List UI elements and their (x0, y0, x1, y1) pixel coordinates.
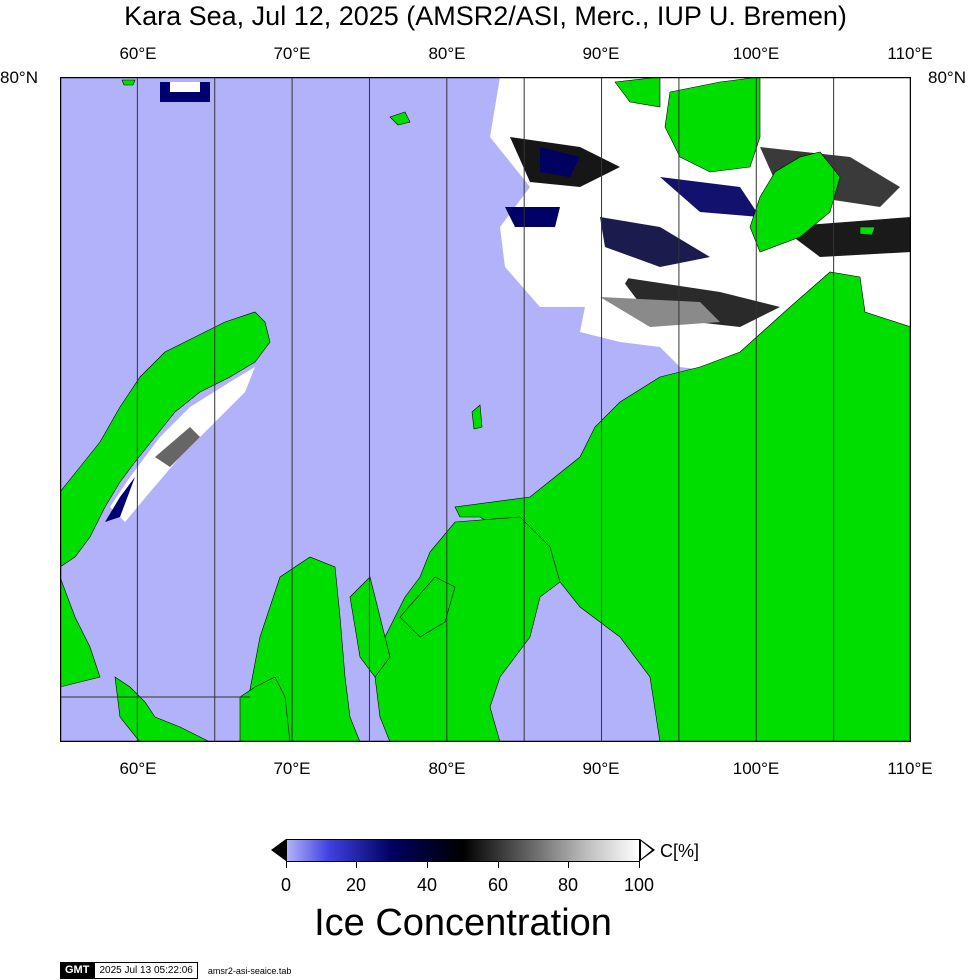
footer: GMT 2025 Jul 13 05:22:06 amsr2-asi-seaic… (60, 962, 291, 979)
timestamp: 2025 Jul 13 05:22:06 (94, 962, 198, 979)
graticule (136, 77, 911, 742)
colorbar-high-arrow-fill (641, 841, 652, 859)
gmt-logo: GMT (60, 962, 95, 979)
colorbar (286, 839, 640, 862)
bottom-lon-label-60: 60°E (119, 759, 157, 778)
colorbar-label-40: 40 (416, 875, 438, 895)
colorbar-label-20: 20 (345, 875, 367, 895)
land-layer (60, 77, 911, 742)
colorbar-tick (356, 862, 357, 868)
colorbar-tick (498, 862, 499, 868)
map-border (60, 77, 911, 742)
colorbar-label-0: 0 (280, 875, 292, 895)
map-frame (60, 77, 911, 742)
colorbar-tick (568, 862, 569, 868)
colorbar-unit: C[%] (660, 841, 700, 861)
lat-label-left: 80°N (0, 68, 38, 87)
top-lon-label-100: 100°E (732, 44, 780, 63)
colorbar-label-100: 100 (623, 875, 655, 895)
colorbar-tick (427, 862, 428, 868)
bottom-lon-label-90: 90°E (582, 759, 620, 778)
colorbar-tick (286, 862, 287, 868)
colorbar-tick (639, 862, 640, 868)
ice-map (60, 77, 911, 742)
top-lon-label-90: 90°E (582, 44, 620, 63)
legend-title: Ice Concentration (314, 902, 612, 944)
top-lon-label-70: 70°E (273, 44, 311, 63)
bottom-lon-label-110: 110°E (887, 759, 933, 778)
top-lon-label-110: 110°E (887, 44, 933, 63)
bottom-lon-label-100: 100°E (732, 759, 780, 778)
filename: amsr2-asi-seaice.tab (207, 965, 292, 976)
lat-label-right: 80°N (928, 68, 966, 87)
colorbar-low-arrow (271, 839, 286, 861)
map-title: Kara Sea, Jul 12, 2025 (AMSR2/ASI, Merc.… (124, 1, 847, 31)
top-lon-label-60: 60°E (119, 44, 157, 63)
bottom-lon-label-70: 70°E (273, 759, 311, 778)
colorbar-label-80: 80 (557, 875, 579, 895)
bottom-lon-label-80: 80°E (428, 759, 466, 778)
top-lon-label-80: 80°E (428, 44, 466, 63)
colorbar-label-60: 60 (487, 875, 509, 895)
